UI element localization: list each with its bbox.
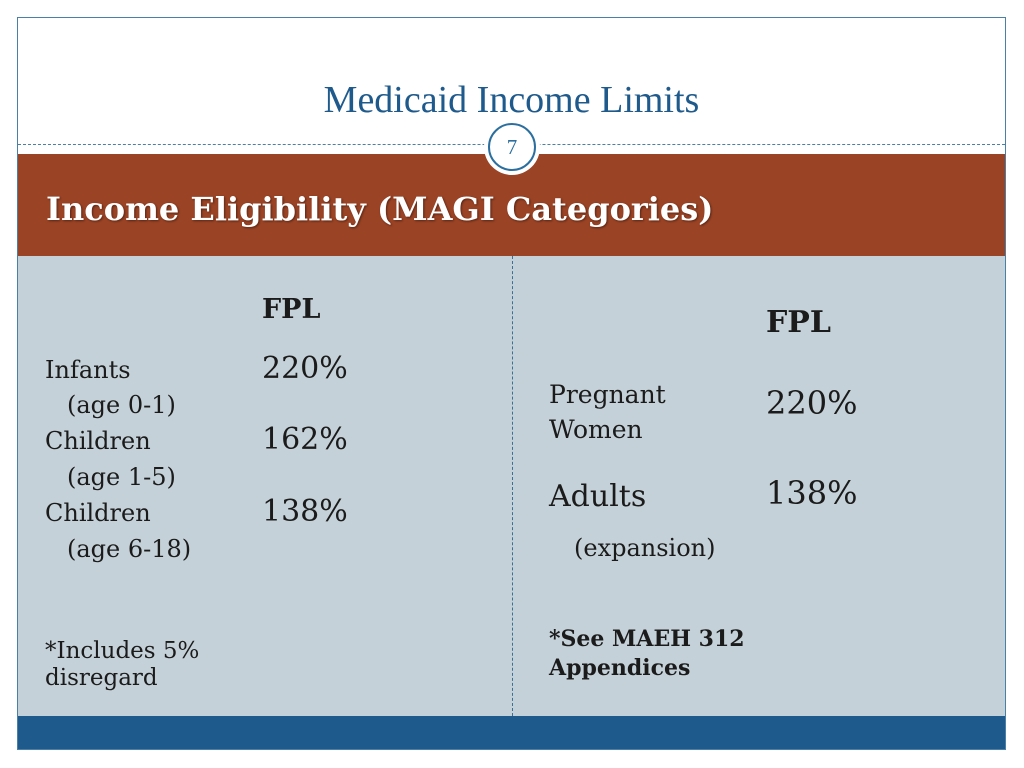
slide: Medicaid Income Limits 7 Income Eligibil…: [17, 17, 1006, 750]
slide-number: 7: [488, 123, 536, 171]
children-6-18-age: (age 6-18): [67, 535, 192, 563]
infants-age: (age 0-1): [67, 391, 176, 419]
adults-label: Adults: [549, 479, 647, 514]
section-header-band: Income Eligibility (MAGI Categories): [18, 154, 1005, 256]
adults-sub: (expansion): [574, 534, 716, 562]
right-note-line2: Appendices: [549, 655, 691, 681]
column-divider: [512, 256, 513, 716]
pregnant-label-line2: Women: [549, 415, 643, 444]
slide-title: Medicaid Income Limits: [323, 79, 700, 121]
slide-number-badge: 7: [484, 119, 540, 175]
right-fpl-header: FPL: [766, 305, 831, 340]
right-note-line1: *See MAEH 312: [549, 626, 745, 652]
pregnant-fpl: 220%: [766, 384, 858, 422]
children-1-5-age: (age 1-5): [67, 463, 176, 491]
left-note-line1: *Includes 5%: [45, 638, 200, 664]
infants-fpl: 220%: [262, 351, 348, 386]
children-6-18-fpl: 138%: [262, 494, 348, 529]
infants-label: Infants: [45, 356, 131, 384]
adults-fpl: 138%: [766, 474, 858, 512]
children-6-18-label: Children: [45, 499, 151, 527]
pregnant-label-line1: Pregnant: [549, 380, 666, 409]
left-fpl-header: FPL: [262, 294, 321, 325]
section-header: Income Eligibility (MAGI Categories): [46, 190, 714, 228]
footer-band: [18, 716, 1005, 749]
children-1-5-label: Children: [45, 427, 151, 455]
left-note-line2: disregard: [45, 665, 158, 691]
content-area: FPL Infants (age 0-1) 220% Children (age…: [18, 256, 1005, 716]
children-1-5-fpl: 162%: [262, 422, 348, 457]
